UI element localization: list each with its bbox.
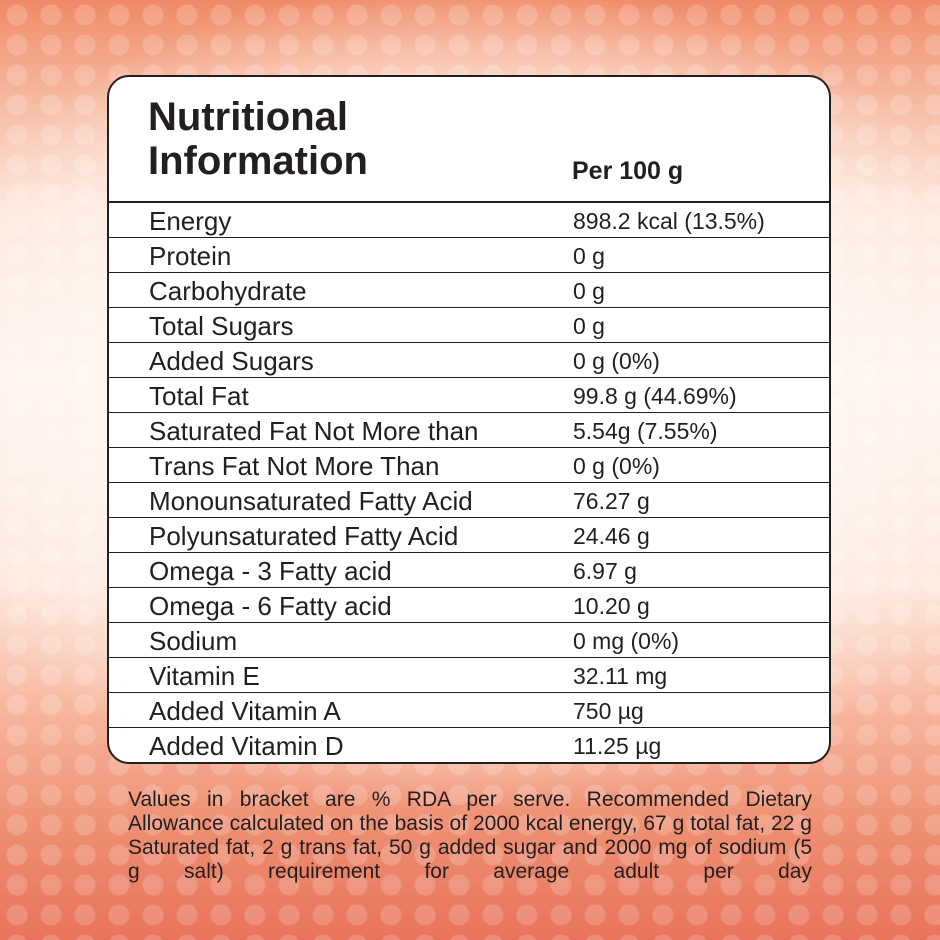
nutrient-row: Added Sugars 0 g (0%) [109, 343, 829, 378]
nutrient-row: Polyunsaturated Fatty Acid 24.46 g [109, 518, 829, 553]
nutrient-name: Total Sugars [149, 311, 294, 341]
nutrient-amount: 5.54g (7.55%) [573, 418, 718, 444]
panel-title-line-2: Information [148, 139, 368, 183]
nutrient-amount: 24.46 g [573, 523, 650, 549]
nutrient-amount: 0 g (0%) [573, 348, 660, 374]
nutrient-amount: 0 g [573, 313, 605, 339]
nutrient-amount: 0 g [573, 278, 605, 304]
nutrient-row: Sodium 0 mg (0%) [109, 623, 829, 658]
nutrient-name: Omega - 6 Fatty acid [149, 591, 392, 621]
nutrition-panel: Nutritional Information Per 100 g Energy… [107, 75, 831, 764]
nutrient-amount: 10.20 g [573, 593, 650, 619]
nutrient-row: Total Fat 99.8 g (44.69%) [109, 378, 829, 413]
nutrient-row: Trans Fat Not More Than 0 g (0%) [109, 448, 829, 483]
nutrient-name: Polyunsaturated Fatty Acid [149, 521, 459, 551]
panel-title-line-1: Nutritional [148, 95, 348, 139]
nutrient-name: Energy [149, 206, 232, 236]
nutrient-row: Added Vitamin A 750 µg [109, 693, 829, 728]
nutrient-row: Saturated Fat Not More than 5.54g (7.55%) [109, 413, 829, 448]
nutrient-name: Monounsaturated Fatty Acid [149, 486, 473, 516]
nutrient-name: Sodium [149, 626, 238, 656]
rda-footnote: Values in bracket are % RDA per serve. R… [128, 788, 812, 883]
nutrient-row: Monounsaturated Fatty Acid 76.27 g [109, 483, 829, 518]
nutrient-amount: 0 g (0%) [573, 453, 660, 479]
nutrient-name: Trans Fat Not More Than [149, 451, 440, 481]
nutrient-amount: 750 µg [573, 698, 644, 724]
nutrient-amount: 99.8 g (44.69%) [573, 383, 737, 409]
nutrient-amount: 11.25 µg [573, 733, 662, 759]
nutrient-row: Omega - 3 Fatty acid 6.97 g [109, 553, 829, 588]
nutrient-amount: 6.97 g [573, 558, 637, 584]
per-100g-label: Per 100 g [572, 157, 684, 185]
nutrient-amount: 898.2 kcal (13.5%) [573, 208, 765, 234]
nutrient-row: Vitamin E 32.11 mg [109, 658, 829, 693]
nutrient-row: Total Sugars 0 g [109, 308, 829, 343]
nutrient-amount: 0 g [573, 243, 605, 269]
nutrient-row: Energy 898.2 kcal (13.5%) [109, 203, 829, 238]
nutrient-name: Added Sugars [149, 346, 314, 376]
nutrient-name: Protein [149, 241, 232, 271]
nutrient-name: Added Vitamin A [149, 696, 341, 726]
nutrition-panel-header: Nutritional Information Per 100 g [109, 77, 829, 203]
nutrient-row: Protein 0 g [109, 238, 829, 273]
panel-title: Nutritional Information [148, 95, 368, 183]
nutrient-row: Added Vitamin D 11.25 µg [109, 728, 829, 762]
nutrient-amount: 76.27 g [573, 488, 650, 514]
nutrient-row: Carbohydrate 0 g [109, 273, 829, 308]
nutrient-name: Vitamin E [149, 661, 260, 691]
nutrient-name: Saturated Fat Not More than [149, 416, 479, 446]
nutrient-rows: Energy 898.2 kcal (13.5%) Protein 0 g Carboh… [109, 203, 829, 762]
nutrient-row: Omega - 6 Fatty acid 10.20 g [109, 588, 829, 623]
nutrient-amount: 32.11 mg [573, 663, 668, 689]
nutrient-name: Total Fat [149, 381, 249, 411]
nutrient-name: Omega - 3 Fatty acid [149, 556, 392, 586]
nutrient-name: Added Vitamin D [149, 731, 344, 761]
nutrient-amount: 0 mg (0%) [573, 628, 680, 654]
nutrient-name: Carbohydrate [149, 276, 307, 306]
